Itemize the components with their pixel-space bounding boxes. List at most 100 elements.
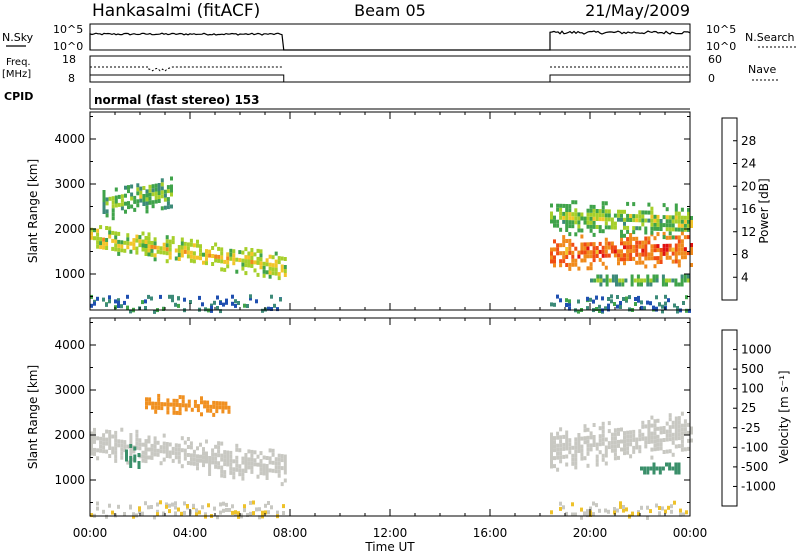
power-cell	[650, 226, 654, 231]
power-cell	[574, 232, 578, 237]
velocity-cell	[592, 423, 596, 427]
velocity-cell	[105, 449, 109, 454]
power-cell	[559, 243, 563, 248]
velocity-cell	[162, 445, 166, 450]
velocity-cell	[196, 446, 199, 451]
power-cell	[568, 246, 572, 251]
power-cell	[249, 296, 252, 301]
velocity-cell	[159, 449, 163, 454]
power-cell	[166, 189, 170, 194]
velocity-cell	[601, 433, 605, 438]
velocity-cell	[157, 397, 161, 402]
velocity-cell	[264, 503, 267, 508]
cpid-mode: normal (fast stereo) 153	[94, 93, 260, 107]
velocity-cell	[668, 437, 672, 442]
power-cell	[256, 248, 260, 253]
x-tick-label: 04:00	[173, 526, 208, 540]
power-cell	[628, 307, 631, 312]
velocity-cell	[208, 468, 212, 472]
power-cell	[621, 282, 625, 287]
velocity-cell	[163, 402, 167, 407]
power-cell	[568, 306, 571, 311]
power-cell	[646, 274, 650, 279]
velocity-colorbar-tick: -1000	[741, 479, 776, 493]
power-cell	[687, 235, 690, 240]
velocity-cell	[123, 444, 127, 449]
power-cell	[102, 245, 106, 250]
velocity-cell	[574, 445, 578, 450]
velocity-cell	[211, 456, 215, 461]
power-cell	[613, 253, 617, 258]
power-cell	[259, 253, 263, 258]
power-cell	[171, 240, 175, 245]
x-tick-label: 00:00	[673, 526, 708, 540]
velocity-cell	[568, 442, 572, 447]
power-cell	[671, 215, 675, 220]
power-cell	[120, 240, 124, 245]
velocity-cell	[238, 468, 242, 473]
power-cell	[662, 223, 666, 228]
velocity-cell	[180, 448, 184, 453]
velocity-cell	[156, 509, 159, 514]
velocity-cell	[183, 452, 187, 457]
velocity-cell	[144, 501, 147, 506]
velocity-cell	[592, 435, 596, 439]
velocity-cell	[690, 430, 693, 435]
power-cell	[220, 247, 224, 252]
power-cell	[114, 299, 117, 304]
power-cell	[130, 204, 134, 209]
power-cell	[238, 258, 242, 263]
power-cell	[154, 183, 158, 188]
power-cell	[93, 236, 96, 241]
velocity-cell	[208, 460, 212, 464]
power-cell	[604, 209, 608, 214]
power-cell	[634, 302, 637, 306]
power-cell	[568, 216, 572, 221]
velocity-cell	[137, 461, 141, 465]
power-cell	[665, 282, 668, 287]
power-cell	[130, 192, 134, 197]
velocity-cell	[550, 510, 553, 515]
power-cell	[129, 309, 132, 314]
power-cell	[656, 226, 660, 231]
velocity-cell	[145, 405, 148, 410]
power-cell	[562, 211, 566, 216]
power-cell	[142, 202, 146, 206]
power-cell	[571, 242, 575, 247]
power-cell	[638, 252, 642, 257]
power-cell	[111, 238, 115, 243]
velocity-cell	[632, 445, 636, 450]
power-cell	[205, 257, 208, 262]
power-cell	[671, 278, 675, 283]
power-cell	[198, 295, 201, 300]
power-cell	[102, 202, 106, 206]
velocity-cell	[677, 470, 681, 475]
velocity-cell	[649, 509, 652, 514]
velocity-cell	[217, 441, 221, 446]
power-cell	[665, 247, 669, 252]
velocity-cell	[114, 446, 118, 451]
power-cell	[640, 300, 643, 305]
power-cell	[234, 299, 237, 304]
power-cell	[559, 298, 562, 303]
power-cell	[127, 201, 130, 206]
power-cell	[680, 243, 684, 248]
power-cell	[114, 203, 118, 208]
velocity-cell	[90, 439, 93, 444]
velocity-cell	[565, 454, 569, 459]
velocity-cell	[165, 442, 169, 446]
power-cell	[144, 299, 147, 304]
power-cell	[556, 223, 560, 228]
velocity-cell	[613, 436, 617, 441]
velocity-cell	[102, 449, 106, 454]
power-cell	[153, 241, 157, 246]
velocity-cell	[174, 447, 178, 452]
power-cell	[650, 256, 654, 261]
velocity-cell	[204, 514, 207, 519]
velocity-cell	[668, 462, 672, 467]
velocity-cell	[108, 430, 112, 434]
power-cell	[634, 297, 637, 301]
power-cell	[598, 209, 602, 214]
velocity-cell	[565, 438, 569, 443]
velocity-cell	[255, 507, 258, 512]
